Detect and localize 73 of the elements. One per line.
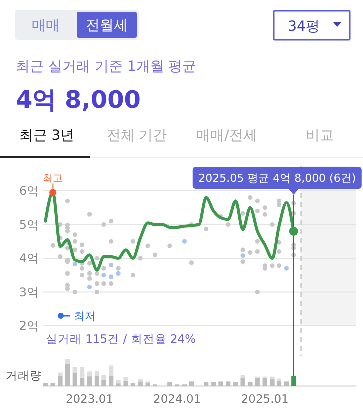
point	[109, 274, 114, 280]
chart-title: 최근 실거래 기준 1개월 평균	[16, 59, 197, 75]
x-tick-label: 2024.01	[154, 392, 202, 406]
bar	[270, 380, 275, 386]
bar	[65, 359, 70, 364]
annotation: 최고	[43, 174, 64, 185]
bar	[116, 380, 121, 384]
bar	[226, 382, 231, 386]
bar	[276, 378, 282, 382]
chart-subtitle: 4억 8,000	[16, 86, 141, 114]
bar	[255, 378, 260, 386]
bar	[124, 380, 128, 386]
x-tick-label: 2025.01	[241, 392, 289, 406]
bar	[94, 371, 100, 376]
text: 실거래 115건 / 회전율 24%	[46, 332, 196, 346]
text: 전월세	[86, 18, 128, 34]
text: 전체 기간	[106, 128, 168, 144]
bar	[284, 382, 289, 386]
x-tick-label: 2023.01	[66, 392, 114, 406]
text: 최근 3년	[19, 128, 75, 144]
text: 34평	[288, 19, 320, 35]
annotation: 최저	[74, 310, 96, 323]
y-axis-title: 거래량	[6, 368, 42, 382]
y-tick-label: 2억	[19, 319, 39, 333]
bar	[138, 382, 143, 386]
bar	[109, 376, 114, 386]
bar	[58, 376, 63, 386]
point	[182, 239, 188, 244]
point	[284, 266, 289, 271]
bar	[109, 366, 114, 376]
bar	[43, 383, 48, 386]
bar	[124, 377, 128, 381]
bar	[72, 367, 78, 373]
bar	[80, 378, 85, 386]
bar	[130, 383, 136, 386]
bar	[102, 375, 106, 380]
bar	[211, 382, 216, 386]
bar	[146, 383, 150, 386]
point	[240, 254, 246, 258]
bar	[50, 383, 56, 386]
bar	[58, 372, 63, 376]
bar	[270, 376, 275, 380]
bar	[204, 382, 209, 386]
bar	[87, 376, 92, 386]
y-tick-label: 5억	[19, 218, 39, 232]
point	[116, 271, 121, 276]
bar	[102, 380, 106, 386]
y-tick-label: 6억	[19, 184, 39, 198]
bar	[189, 382, 194, 386]
point	[102, 273, 106, 278]
point	[72, 262, 78, 267]
bar	[234, 382, 238, 386]
y-tick-label: 4억	[19, 252, 39, 266]
point	[109, 262, 114, 268]
bar	[94, 376, 100, 386]
text: 2025.05 평균 4억 8,000 (6건)	[198, 172, 356, 185]
text: 비교	[306, 128, 334, 144]
bar	[240, 375, 246, 378]
bar	[168, 382, 172, 386]
bar	[65, 364, 70, 386]
text: 매매	[32, 18, 60, 34]
bar	[87, 372, 92, 377]
bar	[276, 381, 282, 386]
bar	[80, 367, 85, 378]
text: 매매/전세	[196, 128, 258, 144]
bar	[292, 376, 296, 386]
bar	[218, 382, 224, 386]
y-tick-label: 3억	[19, 285, 39, 300]
point	[87, 284, 92, 290]
bar	[248, 382, 253, 386]
bar	[72, 372, 78, 386]
bar	[240, 378, 246, 386]
bar	[262, 378, 268, 386]
